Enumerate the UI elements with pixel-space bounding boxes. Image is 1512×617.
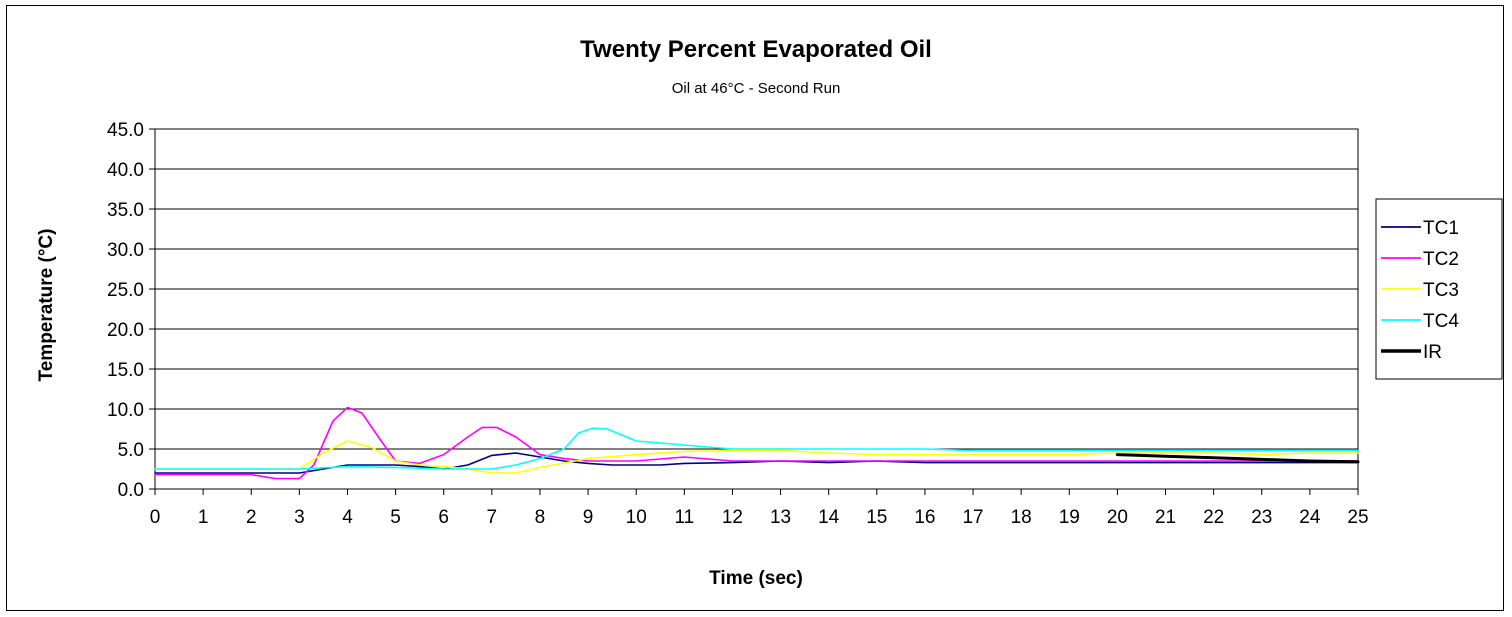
y-tick-label: 20.0 (107, 320, 144, 341)
x-tick-label: 3 (294, 507, 305, 528)
x-tick-label: 4 (342, 507, 353, 528)
x-tick-label: 10 (626, 507, 647, 528)
x-tick-label: 12 (722, 507, 743, 528)
y-tick-label: 25.0 (107, 280, 144, 301)
y-tick-label: 30.0 (107, 240, 144, 261)
y-tick-label: 15.0 (107, 360, 144, 381)
plot-area (154, 128, 1359, 490)
y-tick-label: 10.0 (107, 400, 144, 421)
series-line-tc4 (154, 427, 1359, 470)
x-tick-label: 0 (150, 507, 161, 528)
x-tick-label: 19 (1059, 507, 1080, 528)
y-tick-label: 45.0 (107, 120, 144, 141)
series-line-tc2 (154, 406, 1359, 480)
y-tick-label: 0.0 (118, 480, 144, 501)
x-tick-label: 21 (1155, 507, 1176, 528)
y-tick-label: 35.0 (107, 200, 144, 221)
chart-title: Twenty Percent Evaporated Oil (580, 36, 932, 63)
chart-subtitle: Oil at 46°C - Second Run (672, 80, 841, 97)
x-tick-label: 17 (962, 507, 983, 528)
x-tick-label: 1 (198, 507, 209, 528)
x-tick-label: 24 (1299, 507, 1321, 528)
legend-label-tc2: TC2 (1423, 249, 1459, 270)
x-tick-label: 5 (390, 507, 401, 528)
series-line-tc3 (154, 440, 1359, 474)
x-tick-label: 20 (1107, 507, 1128, 528)
x-tick-label: 23 (1251, 507, 1272, 528)
x-tick-label: 13 (770, 507, 791, 528)
x-tick-label: 22 (1203, 507, 1224, 528)
x-tick-label: 25 (1347, 507, 1368, 528)
legend: TC1 TC2 TC3 TC4 IR (1375, 198, 1503, 380)
y-tick-label: 5.0 (118, 440, 144, 461)
y-axis-title: Temperature (°C) (36, 229, 57, 382)
y-tick-label: 40.0 (107, 160, 144, 181)
x-tick-label: 18 (1011, 507, 1032, 528)
chart-frame (6, 5, 1504, 611)
series-line-ir (1115, 453, 1360, 464)
x-tick-label: 16 (914, 507, 935, 528)
x-tick-label: 14 (818, 507, 840, 528)
x-tick-label: 6 (438, 507, 449, 528)
x-tick-label: 7 (487, 507, 498, 528)
x-tick-label: 2 (246, 507, 257, 528)
x-tick-label: 15 (866, 507, 887, 528)
x-tick-label: 11 (674, 507, 694, 528)
x-tick-label: 9 (583, 507, 594, 528)
legend-label-tc1: TC1 (1423, 218, 1459, 239)
x-tick-label: 8 (535, 507, 546, 528)
legend-label-ir: IR (1423, 342, 1442, 363)
x-axis-title: Time (sec) (709, 568, 803, 589)
legend-label-tc4: TC4 (1423, 311, 1459, 332)
legend-label-tc3: TC3 (1423, 280, 1459, 301)
